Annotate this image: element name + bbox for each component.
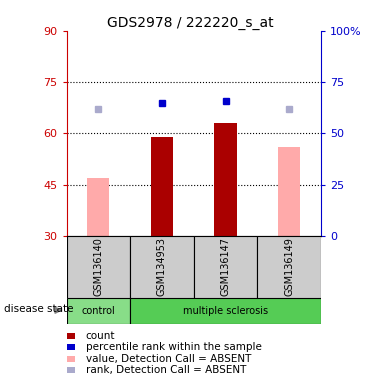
Bar	[214, 123, 237, 236]
Bar	[151, 137, 173, 236]
Text: multiple sclerosis: multiple sclerosis	[183, 306, 268, 316]
Text: GSM136140: GSM136140	[93, 237, 103, 296]
Text: value, Detection Call = ABSENT: value, Detection Call = ABSENT	[86, 354, 251, 364]
Bar	[66, 236, 130, 298]
Text: control: control	[81, 306, 115, 316]
Bar	[130, 298, 321, 324]
Bar	[194, 236, 258, 298]
Text: disease state: disease state	[4, 304, 73, 314]
Text: percentile rank within the sample: percentile rank within the sample	[86, 342, 261, 352]
Text: GSM136147: GSM136147	[221, 237, 231, 296]
Text: GSM136149: GSM136149	[284, 237, 294, 296]
Bar	[66, 298, 130, 324]
Text: GDS2978 / 222220_s_at: GDS2978 / 222220_s_at	[107, 16, 273, 30]
Text: count: count	[86, 331, 115, 341]
Bar	[257, 236, 321, 298]
Bar	[278, 147, 301, 236]
Bar	[87, 178, 109, 236]
Text: rank, Detection Call = ABSENT: rank, Detection Call = ABSENT	[86, 365, 246, 375]
Text: GSM134953: GSM134953	[157, 237, 167, 296]
Bar	[130, 236, 194, 298]
